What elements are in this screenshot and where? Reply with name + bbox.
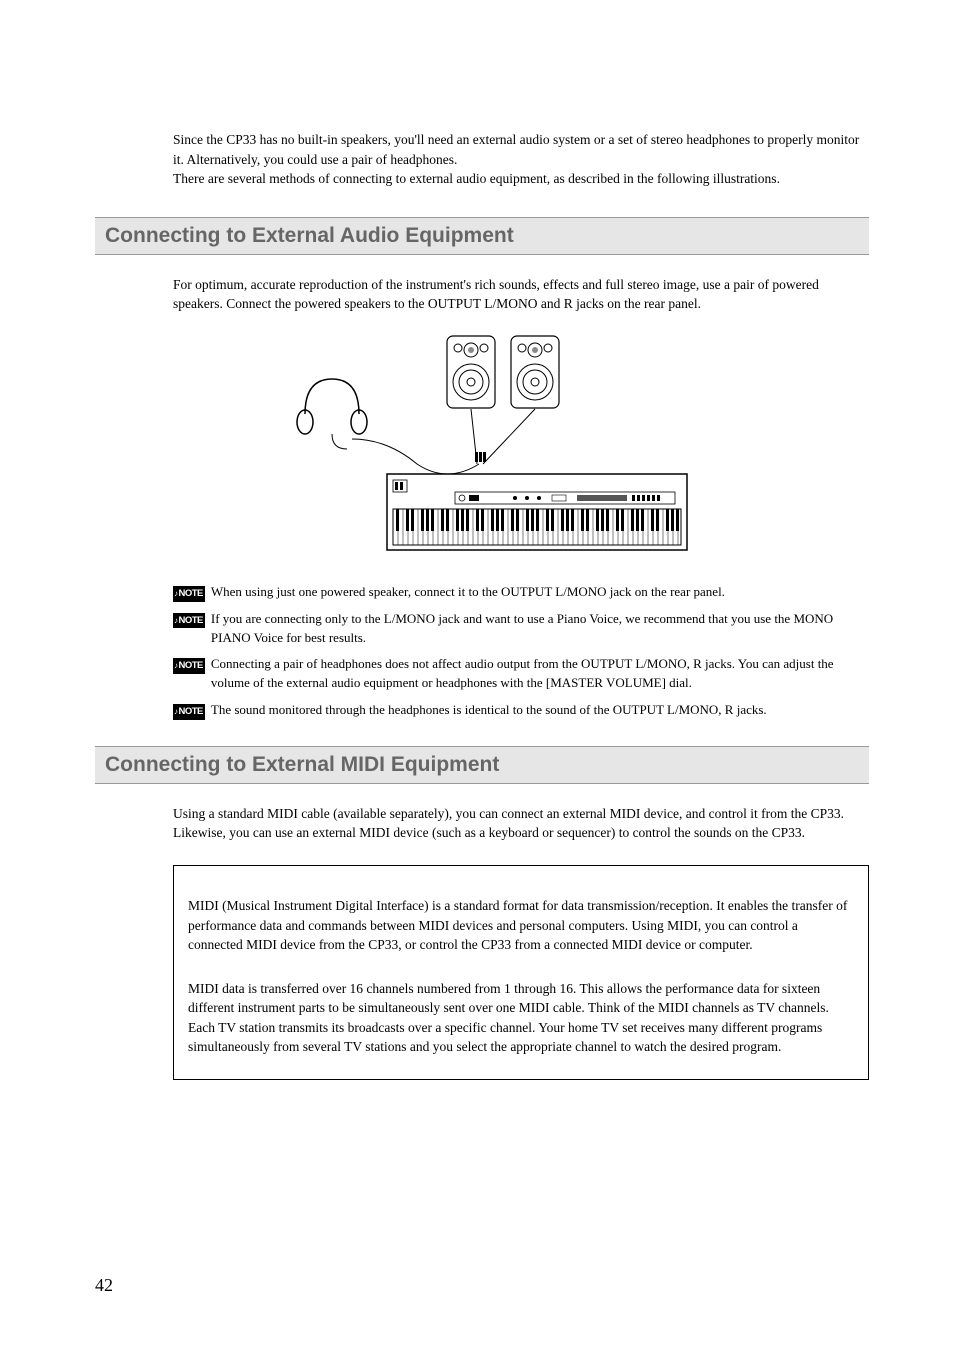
section-1-title: Connecting to External Audio Equipment xyxy=(105,224,859,248)
midi-info-box: MIDI (Musical Instrument Digital Interfa… xyxy=(173,865,869,1080)
connection-diagram xyxy=(95,334,869,559)
intro-p1: Since the CP33 has no built-in speakers,… xyxy=(173,132,859,167)
note-3-text: Connecting a pair of headphones does not… xyxy=(211,655,869,693)
section-1-body: For optimum, accurate reproduction of th… xyxy=(173,275,869,314)
diagram-svg xyxy=(267,334,697,554)
info-box-p2: MIDI data is transferred over 16 channel… xyxy=(188,979,854,1057)
page-number: 42 xyxy=(95,1275,113,1296)
section-2-title: Connecting to External MIDI Equipment xyxy=(105,753,859,777)
note-3: NOTE Connecting a pair of headphones doe… xyxy=(173,655,869,693)
note-label-icon: NOTE xyxy=(173,586,205,602)
note-label-icon: NOTE xyxy=(173,704,205,720)
note-2: NOTE If you are connecting only to the L… xyxy=(173,610,869,648)
intro-text: Since the CP33 has no built-in speakers,… xyxy=(173,130,869,189)
note-label-icon: NOTE xyxy=(173,613,205,629)
section-1-heading: Connecting to External Audio Equipment xyxy=(95,217,869,255)
note-4-text: The sound monitored through the headphon… xyxy=(211,701,869,720)
info-box-p1: MIDI (Musical Instrument Digital Interfa… xyxy=(188,896,854,955)
intro-p2: There are several methods of connecting … xyxy=(173,171,780,186)
section-2-body: Using a standard MIDI cable (available s… xyxy=(173,804,869,843)
section-2-heading: Connecting to External MIDI Equipment xyxy=(95,746,869,784)
note-label-icon: NOTE xyxy=(173,658,205,674)
note-1: NOTE When using just one powered speaker… xyxy=(173,583,869,602)
note-4: NOTE The sound monitored through the hea… xyxy=(173,701,869,720)
note-2-text: If you are connecting only to the L/MONO… xyxy=(211,610,869,648)
note-1-text: When using just one powered speaker, con… xyxy=(211,583,869,602)
